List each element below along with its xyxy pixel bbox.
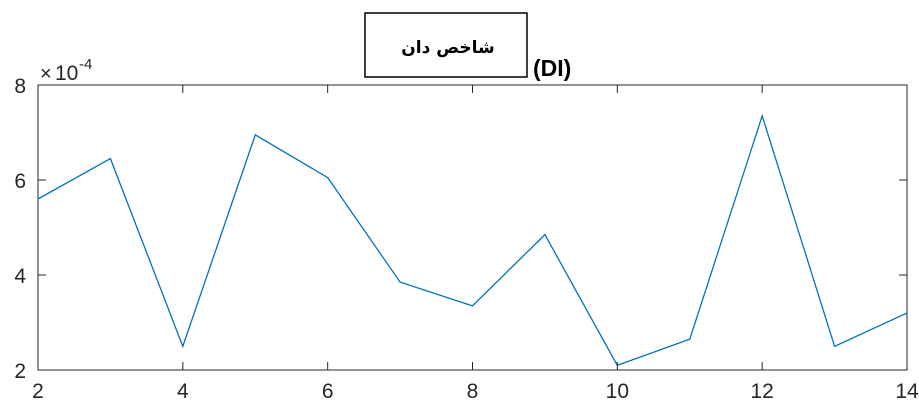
x-axis-ticks: 2 4 6 8 10 12 14 — [32, 85, 919, 403]
data-point — [544, 234, 546, 236]
plot-area-frame — [37, 84, 908, 371]
data-point — [37, 198, 39, 200]
y-tick-label: 4 — [14, 265, 26, 288]
title-box — [364, 12, 528, 78]
multiplier-times: × — [40, 63, 52, 85]
axis-multiplier: × 10 -4 — [40, 56, 92, 85]
data-point — [471, 305, 474, 307]
y-tick-label: 6 — [14, 170, 26, 193]
data-point — [109, 158, 112, 160]
title-boxed-text: شاخص دان — [401, 38, 495, 58]
data-point — [833, 345, 836, 347]
x-tick-label: 10 — [606, 380, 629, 403]
x-tick-label: 6 — [322, 380, 334, 403]
multiplier-exponent: -4 — [79, 56, 92, 73]
y-axis-ticks: 2 4 6 8 — [14, 75, 907, 383]
chart-title: شاخص دان (DI) — [364, 12, 571, 81]
x-tick-label: 2 — [32, 380, 44, 403]
data-point — [761, 115, 763, 117]
title-suffix: (DI) — [533, 55, 571, 81]
data-point — [399, 281, 401, 283]
multiplier-base: 10 — [55, 62, 78, 85]
data-point — [906, 312, 908, 314]
y-tick-label: 2 — [14, 360, 26, 383]
x-tick-label: 14 — [895, 380, 919, 403]
x-tick-label: 8 — [467, 380, 479, 403]
chart-series — [37, 113, 908, 367]
y-tick-label: 8 — [14, 75, 26, 98]
data-point — [327, 177, 329, 179]
chart-axes — [37, 84, 908, 371]
data-point — [254, 134, 256, 136]
data-point — [689, 338, 691, 340]
x-tick-label: 4 — [177, 380, 189, 403]
x-tick-label: 12 — [750, 380, 773, 403]
data-point — [182, 345, 184, 347]
